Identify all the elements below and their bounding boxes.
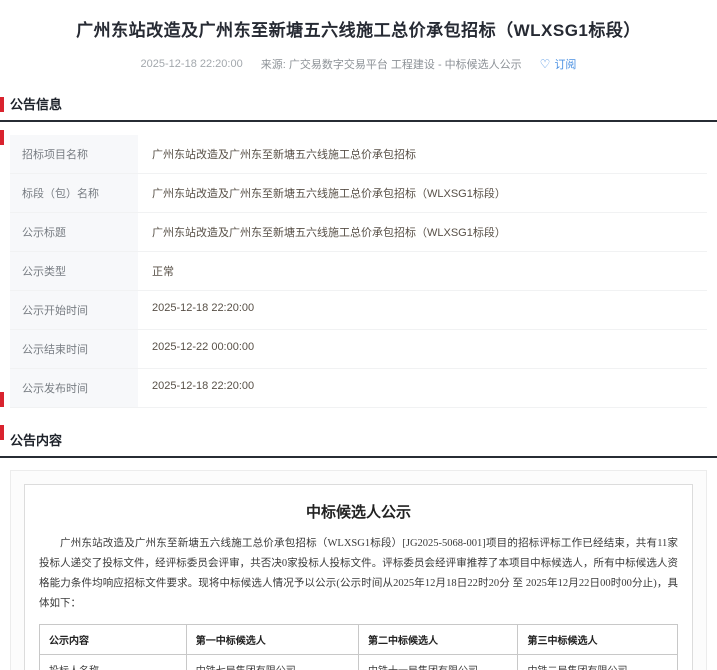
row-label: 标段（包）名称 [10, 174, 138, 212]
row-value: 2025-12-18 22:20:00 [138, 369, 707, 407]
row-value: 2025-12-18 22:20:00 [138, 291, 707, 329]
table-row: 标段（包）名称 广州东站改造及广州东至新塘五六线施工总价承包招标（WLXSG1标… [10, 174, 707, 213]
source-value: 广交易数字交易平台 工程建设 - 中标候选人公示 [288, 59, 522, 71]
column-header: 公示内容 [39, 623, 187, 655]
table-row: 公示开始时间 2025-12-18 22:20:00 [10, 291, 707, 330]
announcement-content-box: 中标候选人公示 广州东站改造及广州东至新塘五六线施工总价承包招标（WLXSG1标… [10, 470, 707, 670]
page-header: 广州东站改造及广州东至新塘五六线施工总价承包招标（WLXSG1标段） 2025-… [0, 0, 717, 72]
row-value: 广州东站改造及广州东至新塘五六线施工总价承包招标（WLXSG1标段） [138, 174, 707, 212]
table-header-row: 公示内容 第一中标候选人 第二中标候选人 第三中标候选人 [39, 623, 678, 655]
section-accent-mark [0, 130, 4, 145]
section-accent-mark [0, 425, 4, 440]
row-label: 公示结束时间 [10, 330, 138, 368]
cell-value: 中铁二局集团有限公司 [517, 653, 678, 670]
table-row: 公示类型 正常 [10, 252, 707, 291]
section-header-announcement-content: 公告内容 [0, 430, 717, 458]
table-row: 投标人名称 中铁七局集团有限公司 中铁十一局集团有限公司 中铁二局集团有限公司 [39, 653, 678, 670]
row-value: 2025-12-22 00:00:00 [138, 330, 707, 368]
source-label: 来源: [260, 59, 286, 71]
source-text: 来源: 广交易数字交易平台 工程建设 - 中标候选人公示 [261, 56, 522, 72]
row-value: 广州东站改造及广州东至新塘五六线施工总价承包招标 [138, 135, 707, 173]
row-value: 广州东站改造及广州东至新塘五六线施工总价承包招标（WLXSG1标段） [138, 213, 707, 251]
cell-value: 中铁七局集团有限公司 [185, 653, 359, 670]
column-header: 第三中标候选人 [517, 623, 678, 655]
table-row: 公示发布时间 2025-12-18 22:20:00 [10, 369, 707, 408]
document-paragraph: 广州东站改造及广州东至新塘五六线施工总价承包招标（WLXSG1标段）[JG202… [39, 538, 678, 609]
announcement-info-table: 招标项目名称 广州东站改造及广州东至新塘五六线施工总价承包招标 标段（包）名称 … [10, 135, 707, 408]
row-label: 公示开始时间 [10, 291, 138, 329]
heart-outline-icon: ♡ [539, 57, 551, 71]
table-row: 公示标题 广州东站改造及广州东至新塘五六线施工总价承包招标（WLXSG1标段） [10, 213, 707, 252]
section-header-announcement-info: 公告信息 [0, 94, 717, 122]
cell-value: 中铁十一局集团有限公司 [357, 653, 519, 670]
document-title: 中标候选人公示 [305, 505, 411, 521]
candidates-table: 公示内容 第一中标候选人 第二中标候选人 第三中标候选人 投标人名称 中铁七局集… [39, 623, 678, 670]
subscribe-button[interactable]: ♡ 订阅 [540, 56, 577, 72]
meta-line: 2025-12-18 22:20:00 来源: 广交易数字交易平台 工程建设 -… [0, 56, 717, 72]
table-row: 招标项目名称 广州东站改造及广州东至新塘五六线施工总价承包招标 [10, 135, 707, 174]
row-label: 投标人名称 [39, 653, 187, 670]
table-row: 公示结束时间 2025-12-22 00:00:00 [10, 330, 707, 369]
section-accent-mark [0, 97, 4, 112]
announcement-document: 中标候选人公示 广州东站改造及广州东至新塘五六线施工总价承包招标（WLXSG1标… [24, 484, 693, 670]
publish-time: 2025-12-18 22:20:00 [140, 58, 243, 70]
section-accent-mark [0, 392, 4, 407]
row-label: 公示发布时间 [10, 369, 138, 407]
subscribe-label: 订阅 [554, 59, 577, 71]
column-header: 第二中标候选人 [357, 623, 519, 655]
row-label: 公示类型 [10, 252, 138, 290]
page-title: 广州东站改造及广州东至新塘五六线施工总价承包招标（WLXSG1标段） [76, 21, 641, 40]
column-header: 第一中标候选人 [185, 623, 359, 655]
row-value: 正常 [138, 252, 707, 290]
row-label: 公示标题 [10, 213, 138, 251]
row-label: 招标项目名称 [10, 135, 138, 173]
